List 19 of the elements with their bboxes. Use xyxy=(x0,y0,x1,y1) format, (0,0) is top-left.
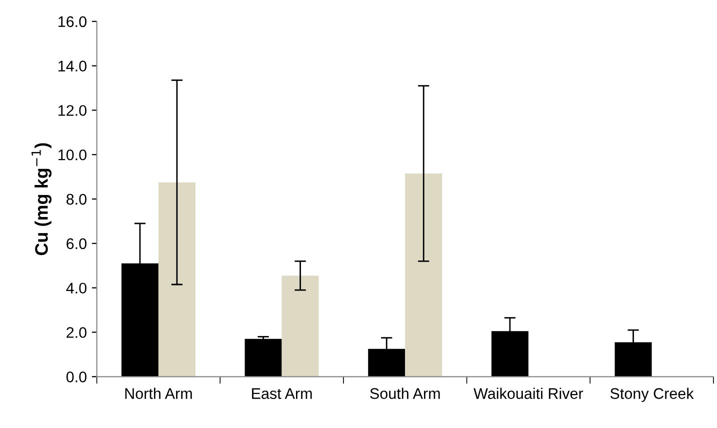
y-tick-label: 4.0 xyxy=(66,282,86,294)
bar xyxy=(405,173,442,377)
x-tick-label: Waikouaiti River xyxy=(474,388,584,399)
y-tick-label: 6.0 xyxy=(66,238,86,250)
x-tick-label: East Arm xyxy=(252,388,312,399)
bar xyxy=(158,182,196,377)
bar xyxy=(244,338,282,377)
y-tick-label: 8.0 xyxy=(66,194,86,205)
y-tick-label: 12.0 xyxy=(58,105,86,116)
y-tick-label: 16.0 xyxy=(58,16,86,28)
x-tick-label: Stony Creek xyxy=(610,388,694,402)
y-axis-title: Cu (mg kg$^{−1}$) xyxy=(32,143,52,256)
y-tick-label: 0.0 xyxy=(66,372,86,382)
y-tick-label: 14.0 xyxy=(58,60,86,72)
y-tick-label: 10.0 xyxy=(58,149,86,160)
y-tick-label: 2.0 xyxy=(66,327,86,338)
x-tick-label: South Arm xyxy=(370,388,440,399)
x-tick-label: North Arm xyxy=(125,388,192,399)
bar xyxy=(282,276,319,377)
